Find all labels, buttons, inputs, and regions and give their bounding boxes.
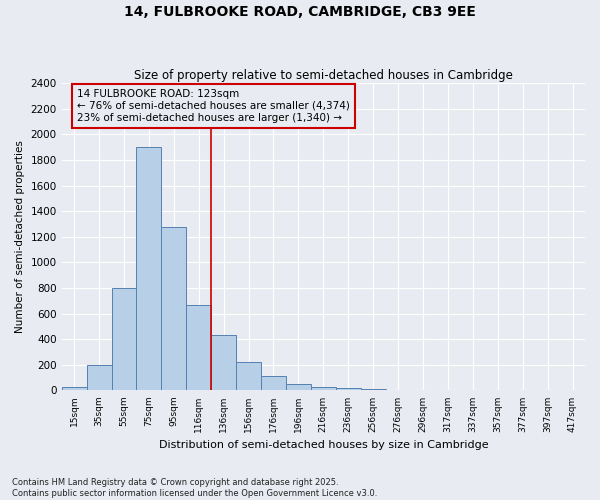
Bar: [161, 226, 186, 390]
Bar: [361, 389, 386, 390]
Bar: [286, 384, 311, 390]
Title: Size of property relative to semi-detached houses in Cambridge: Size of property relative to semi-detach…: [134, 69, 513, 82]
Bar: [62, 386, 86, 390]
Text: 14 FULBROOKE ROAD: 123sqm
← 76% of semi-detached houses are smaller (4,374)
23% : 14 FULBROOKE ROAD: 123sqm ← 76% of semi-…: [77, 90, 350, 122]
X-axis label: Distribution of semi-detached houses by size in Cambridge: Distribution of semi-detached houses by …: [158, 440, 488, 450]
Bar: [86, 365, 112, 390]
Y-axis label: Number of semi-detached properties: Number of semi-detached properties: [15, 140, 25, 333]
Bar: [236, 362, 261, 390]
Bar: [112, 288, 136, 390]
Bar: [211, 336, 236, 390]
Text: 14, FULBROOKE ROAD, CAMBRIDGE, CB3 9EE: 14, FULBROOKE ROAD, CAMBRIDGE, CB3 9EE: [124, 5, 476, 19]
Bar: [336, 388, 361, 390]
Text: Contains HM Land Registry data © Crown copyright and database right 2025.
Contai: Contains HM Land Registry data © Crown c…: [12, 478, 377, 498]
Bar: [136, 147, 161, 390]
Bar: [261, 376, 286, 390]
Bar: [311, 386, 336, 390]
Bar: [186, 304, 211, 390]
